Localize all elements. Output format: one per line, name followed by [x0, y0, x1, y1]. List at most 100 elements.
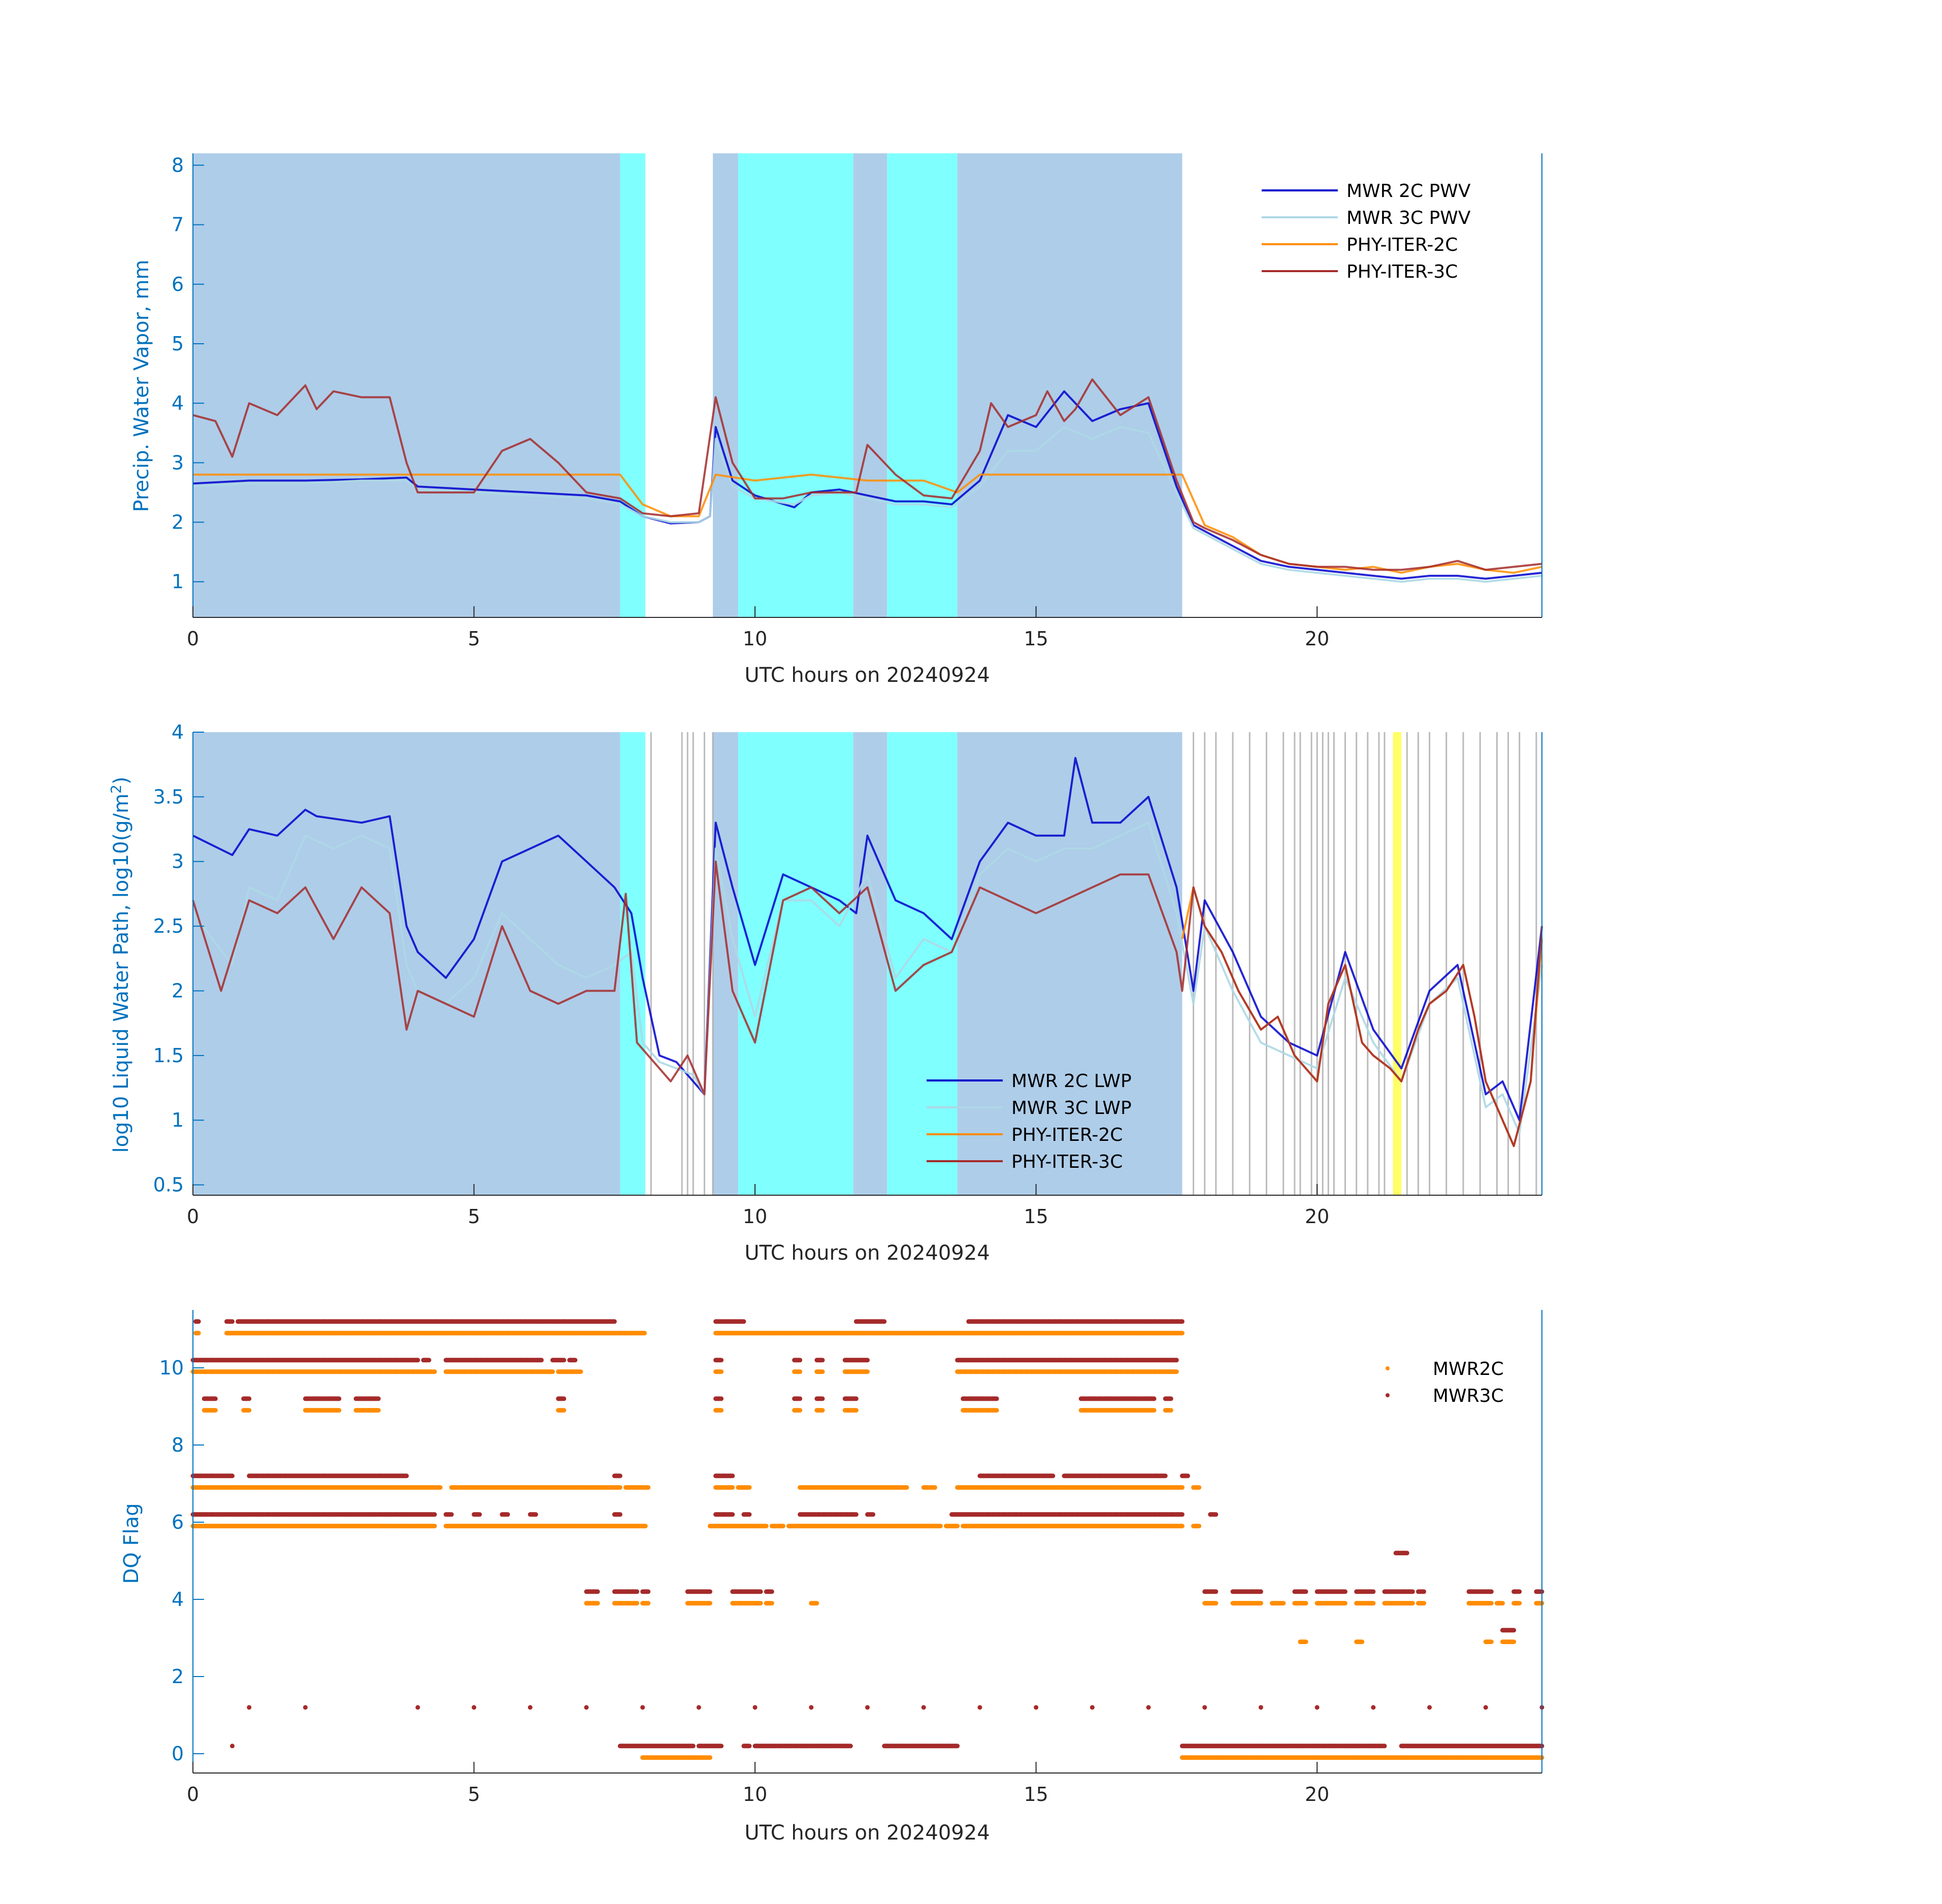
- dq-ytick-label-8: 8: [172, 1434, 184, 1456]
- lwp-shade-blue-6: [957, 732, 1182, 1195]
- lwp-ytick-label-3.5: 3.5: [153, 785, 184, 808]
- lwp-axes: 0.5 1 1.5 2 2.5 3 3.5 4 0 5 10 15 20: [153, 721, 1542, 1228]
- pwv-series: [192, 378, 1542, 583]
- lwp-ylabel-sup: 2: [108, 784, 124, 794]
- dq-legend-mwr3c: MWR3C: [1433, 1386, 1504, 1406]
- pwv-ytick-label-5: 5: [172, 333, 184, 355]
- dq-legend-marker-mwr2c: [1386, 1366, 1390, 1370]
- dq-ytick-label-6: 6: [172, 1511, 184, 1533]
- dq-mwr3c-flag1-point-6: [640, 1705, 645, 1710]
- pwv-line-mwr-3c-pwv: [192, 426, 1542, 583]
- dq-ytick-label-0: 0: [172, 1743, 184, 1765]
- pwv-legend-phy2c: PHY-ITER-2C: [1346, 235, 1458, 255]
- pwv-shade-blue-2: [713, 153, 738, 617]
- dq-mwr3c-flag1-point-12: [977, 1705, 982, 1710]
- pwv-ytick-label-6: 6: [172, 273, 184, 296]
- dq-xtick-label-10: 10: [743, 1783, 767, 1805]
- lwp-panel: 0.5 1 1.5 2 2.5 3 3.5 4 0 5 10 15 20 log10 Liquid Wa…: [108, 721, 1543, 1265]
- pwv-ytick-label-3: 3: [172, 451, 184, 474]
- pwv-xtick-label-0: 0: [187, 628, 199, 650]
- pwv-ytick-label-1: 1: [172, 571, 184, 593]
- lwp-xtick-label-5: 5: [468, 1205, 480, 1228]
- pwv-ytick-label-8: 8: [172, 154, 184, 176]
- dq-ylabel: DQ Flag: [120, 1503, 143, 1584]
- dq-mwr3c-flag1-point-10: [865, 1705, 870, 1710]
- lwp-series: [192, 757, 1543, 1147]
- dq-mwr3c-flag1-point-15: [1146, 1705, 1151, 1710]
- dq-mwr3c-flag0-point-0: [229, 1744, 235, 1749]
- dq-mwr3c-flag1-point-3: [472, 1705, 477, 1710]
- pwv-ytick-label-2: 2: [172, 511, 184, 534]
- lwp-xlabel: UTC hours on 20240924: [744, 1241, 990, 1265]
- pwv-shade-blue-6: [957, 153, 1182, 617]
- pwv-xlabel: UTC hours on 20240924: [744, 664, 990, 687]
- lwp-shade-cyan-3: [738, 732, 853, 1195]
- lwp-shade-cyan-5: [887, 732, 958, 1195]
- pwv-legend-mwr3c: MWR 3C PWV: [1346, 208, 1471, 228]
- lwp-shade-yellow-7: [1393, 732, 1402, 1195]
- dq-xlabel: UTC hours on 20240924: [744, 1821, 990, 1845]
- pwv-legend-mwr2c: MWR 2C PWV: [1346, 181, 1471, 202]
- dq-legend: MWR2C MWR3C: [1386, 1359, 1504, 1406]
- lwp-xtick-label-10: 10: [743, 1205, 767, 1228]
- dq-mwr3c-flag1-point-21: [1483, 1705, 1488, 1710]
- dq-mwr3c-flag1-point-16: [1202, 1705, 1207, 1710]
- pwv-axes: 1 2 3 4 5 6 7 8 0 5 10 15 20: [172, 153, 1542, 650]
- pwv-legend-phy3c: PHY-ITER-3C: [1346, 261, 1458, 282]
- dq-mwr3c-flag1-point-13: [1034, 1705, 1039, 1710]
- dq-mwr3c-flag1-point-18: [1314, 1705, 1320, 1710]
- dq-mwr3c-flag1-point-20: [1427, 1705, 1432, 1710]
- pwv-shading: [193, 153, 1182, 617]
- lwp-ytick-label-2.5: 2.5: [153, 915, 184, 937]
- dq-ytick-label-10: 10: [159, 1357, 184, 1379]
- dq-mwr3c-flag1-point-0: [247, 1705, 252, 1710]
- lwp-ytick-label-0.5: 0.5: [153, 1174, 184, 1196]
- dq-mwr3c-flag1-point-11: [921, 1705, 926, 1710]
- lwp-legend-phy3c: PHY-ITER-3C: [1011, 1152, 1123, 1172]
- lwp-legend-phy2c: PHY-ITER-2C: [1011, 1125, 1123, 1145]
- dq-legend-mwr2c: MWR2C: [1433, 1359, 1504, 1380]
- dq-mwr3c-flag1-point-8: [752, 1705, 758, 1710]
- pwv-shade-blue-0: [193, 153, 620, 617]
- lwp-ytick-label-4: 4: [172, 721, 184, 743]
- dq-mwr3c-flag1-point-4: [528, 1705, 533, 1710]
- dq-mwr3c-flag1-point-17: [1258, 1705, 1263, 1710]
- pwv-shade-cyan-3: [738, 153, 853, 617]
- lwp-ylabel-close: ): [110, 777, 133, 785]
- dq-mwr3c-flag1-point-7: [696, 1705, 701, 1710]
- dq-series: [190, 1319, 1544, 1760]
- dq-mwr3c-flag1-point-2: [415, 1705, 420, 1710]
- pwv-xtick-label-15: 15: [1024, 628, 1048, 650]
- pwv-xtick-label-10: 10: [743, 628, 767, 650]
- dq-ytick-label-2: 2: [172, 1665, 184, 1688]
- pwv-shade-cyan-5: [887, 153, 958, 617]
- pwv-ytick-label-7: 7: [172, 214, 184, 236]
- dq-mwr3c-flag1-point-5: [584, 1705, 589, 1710]
- lwp-shade-blue-2: [713, 732, 738, 1195]
- dq-axes: 0 2 4 6 8 10 0 5 10 15 20: [159, 1310, 1542, 1805]
- pwv-line-phy-iter-3c: [192, 378, 1542, 571]
- lwp-ytick-label-3: 3: [172, 850, 184, 873]
- pwv-xtick-label-5: 5: [468, 628, 480, 650]
- dq-mwr3c-flag1-point-1: [303, 1705, 308, 1710]
- lwp-ytick-label-1.5: 1.5: [153, 1044, 184, 1067]
- lwp-ylabel: log10 Liquid Water Path, log10(g/m2): [108, 777, 133, 1153]
- pwv-shade-blue-4: [853, 153, 887, 617]
- dq-ytick-label-4: 4: [172, 1588, 184, 1611]
- lwp-xtick-label-20: 20: [1305, 1205, 1329, 1228]
- dqflag-panel: 0 2 4 6 8 10 0 5 10 15 20 DQ Flag UTC hours on 202…: [120, 1310, 1544, 1845]
- dq-legend-marker-mwr3c: [1386, 1393, 1390, 1397]
- lwp-shade-blue-4: [853, 732, 887, 1195]
- dq-xtick-label-0: 0: [187, 1783, 199, 1805]
- pwv-line-phy-iter-2c: [193, 473, 1542, 574]
- pwv-ylabel: Precip. Water Vapor, mm: [130, 260, 153, 512]
- pwv-shade-cyan-1: [620, 153, 646, 617]
- lwp-legend: MWR 2C LWP MWR 3C LWP PHY-ITER-2C PHY-IT…: [927, 1071, 1132, 1172]
- dq-mwr3c-flag1-point-14: [1090, 1705, 1095, 1710]
- dq-mwr3c-flag1-point-9: [809, 1705, 814, 1710]
- pwv-ytick-label-4: 4: [172, 392, 184, 414]
- dq-xtick-label-20: 20: [1305, 1783, 1329, 1805]
- lwp-ytick-label-1: 1: [172, 1109, 184, 1131]
- lwp-ylabel-main: log10 Liquid Water Path, log10(g/m: [110, 794, 133, 1153]
